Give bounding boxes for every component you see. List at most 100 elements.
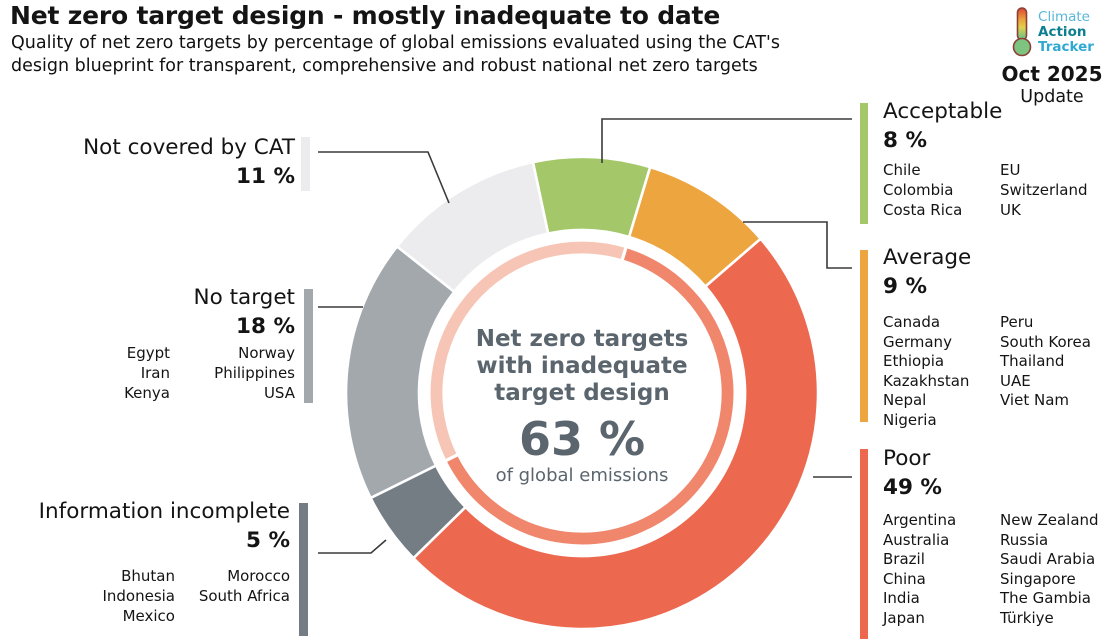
callout-no-target: No target 18 %	[194, 283, 295, 341]
callout-poor-title: Poor	[883, 446, 931, 471]
country-item: Norway	[238, 344, 295, 362]
logo-word-action: Action	[1038, 24, 1087, 40]
poor-countries-col2: New Zealand Russia Saudi Arabia Singapore Th…	[1000, 511, 1099, 629]
legend-bar-average	[860, 250, 868, 422]
release-update-label: Update	[1020, 87, 1084, 107]
logo-word-tracker: Tracker	[1038, 39, 1094, 55]
country-item: Germany	[883, 332, 952, 351]
no-target-countries-col1: Egypt Iran Kenya	[124, 343, 170, 403]
thermometer-icon	[1012, 7, 1032, 57]
country-item: Morocco	[227, 567, 290, 585]
country-item: Türkiye	[1000, 608, 1054, 627]
inner-ring-rest	[427, 238, 629, 464]
country-item: Costa Rica	[883, 201, 963, 219]
country-item: Viet Nam	[1000, 391, 1070, 410]
donut-segment-poor	[411, 236, 820, 631]
country-item: Canada	[883, 313, 941, 331]
info-incomplete-countries-col1: Bhutan Indonesia Mexico	[102, 566, 175, 626]
country-item: The Gambia	[1000, 589, 1091, 608]
leader-line-info-incomplete	[318, 539, 387, 554]
country-item: Chile	[883, 161, 921, 179]
callout-acceptable-pct: 8 %	[883, 128, 927, 153]
country-item: Argentina	[883, 511, 957, 529]
no-target-countries-col2: Norway Philippines USA	[214, 343, 295, 403]
page-title: Net zero target design - mostly inadequa…	[10, 1, 721, 30]
country-item: Saudi Arabia	[1000, 550, 1096, 569]
country-item: Australia	[883, 530, 950, 549]
country-item: China	[883, 569, 926, 588]
poor-countries-col1: Argentina Australia Brazil China India Japan	[883, 511, 956, 629]
country-item: Bhutan	[121, 567, 175, 585]
country-item: Singapore	[1000, 569, 1076, 588]
callout-info-incomplete: Information incomplete 5 %	[39, 497, 290, 555]
legend-bar-poor	[860, 449, 868, 639]
country-item: Indonesia	[102, 587, 175, 605]
page-subtitle: Quality of net zero targets by percentag…	[11, 32, 780, 78]
average-countries-col1: Canada Germany Ethiopia Kazakhstan Nepal Nige…	[883, 313, 969, 431]
country-item: Kenya	[124, 384, 170, 402]
callout-no-target-pct: 18 %	[236, 314, 295, 339]
logo-word-climate: Climate	[1038, 9, 1090, 25]
country-item: South Africa	[198, 587, 290, 605]
country-item: Egypt	[126, 344, 170, 362]
country-item: South Korea	[1000, 332, 1091, 351]
country-item: Switzerland	[1000, 181, 1088, 199]
leader-line-not-covered	[318, 151, 450, 204]
acceptable-countries-col1: Chile Colombia Costa Rica	[883, 160, 962, 220]
country-item: Kazakhstan	[883, 371, 970, 390]
callout-not-covered: Not covered by CAT 11 %	[83, 133, 295, 191]
center-value: 63 %	[518, 412, 646, 466]
leader-line-acceptable	[601, 118, 852, 163]
release-date: Oct 2025	[1001, 62, 1103, 86]
legend-bar-not-covered	[301, 137, 310, 191]
average-countries-col2: Peru South Korea Thailand UAE Viet Nam	[1000, 313, 1091, 411]
center-caption: of global emissions	[495, 465, 669, 486]
callout-info-incomplete-pct: 5 %	[246, 528, 290, 553]
country-item: Peru	[1000, 313, 1034, 331]
country-item: Iran	[140, 364, 170, 382]
callout-average-pct: 9 %	[883, 274, 927, 299]
callout-poor: Poor 49 %	[883, 444, 942, 502]
legend-bar-no-target	[304, 289, 313, 403]
callout-info-incomplete-title: Information incomplete	[38, 499, 290, 524]
country-item: India	[883, 589, 920, 608]
country-item: USA	[263, 384, 295, 402]
callout-poor-pct: 49 %	[883, 475, 942, 500]
country-item: UAE	[1000, 371, 1031, 390]
country-item: Philippines	[214, 364, 295, 382]
subtitle-line-1: Quality of net zero targets by percentag…	[11, 33, 780, 53]
country-item: Thailand	[1000, 352, 1065, 371]
center-line-3: target design	[494, 380, 670, 406]
country-item: Brazil	[883, 550, 925, 569]
country-item: Nigeria	[883, 410, 937, 429]
country-item: New Zealand	[1000, 511, 1099, 529]
country-item: Ethiopia	[883, 352, 945, 371]
callout-acceptable: Acceptable 8 %	[883, 97, 1002, 155]
center-line-1: Net zero targets	[475, 326, 689, 352]
callout-not-covered-title: Not covered by CAT	[83, 135, 295, 160]
callout-average-title: Average	[883, 245, 972, 270]
climate-action-tracker-logo: Climate Action Tracker Oct 2025 Update	[998, 6, 1106, 107]
country-item: Nepal	[883, 391, 927, 410]
info-incomplete-countries-col2: Morocco South Africa	[199, 566, 290, 606]
country-item: Colombia	[883, 181, 954, 199]
center-line-2: with inadequate	[476, 353, 688, 379]
subtitle-line-2: design blueprint for transparent, compre…	[11, 56, 758, 76]
callout-not-covered-pct: 11 %	[236, 164, 295, 189]
country-item: EU	[1000, 161, 1021, 179]
donut-center-label: Net zero targets with inadequate target …	[422, 326, 742, 487]
logo-wordmark: Climate Action Tracker	[1038, 10, 1094, 55]
legend-bar-info-incomplete	[299, 503, 308, 636]
country-item: UK	[1000, 201, 1021, 219]
country-item: Mexico	[122, 607, 175, 625]
country-item: Russia	[1000, 530, 1049, 549]
callout-no-target-title: No target	[193, 285, 295, 310]
acceptable-countries-col2: EU Switzerland UK	[1000, 160, 1088, 220]
callout-acceptable-title: Acceptable	[883, 99, 1003, 124]
leader-line-average	[743, 221, 852, 269]
country-item: Japan	[883, 608, 925, 627]
donut-segment-not-covered-by-cat	[395, 160, 550, 294]
callout-average: Average 9 %	[883, 243, 971, 301]
